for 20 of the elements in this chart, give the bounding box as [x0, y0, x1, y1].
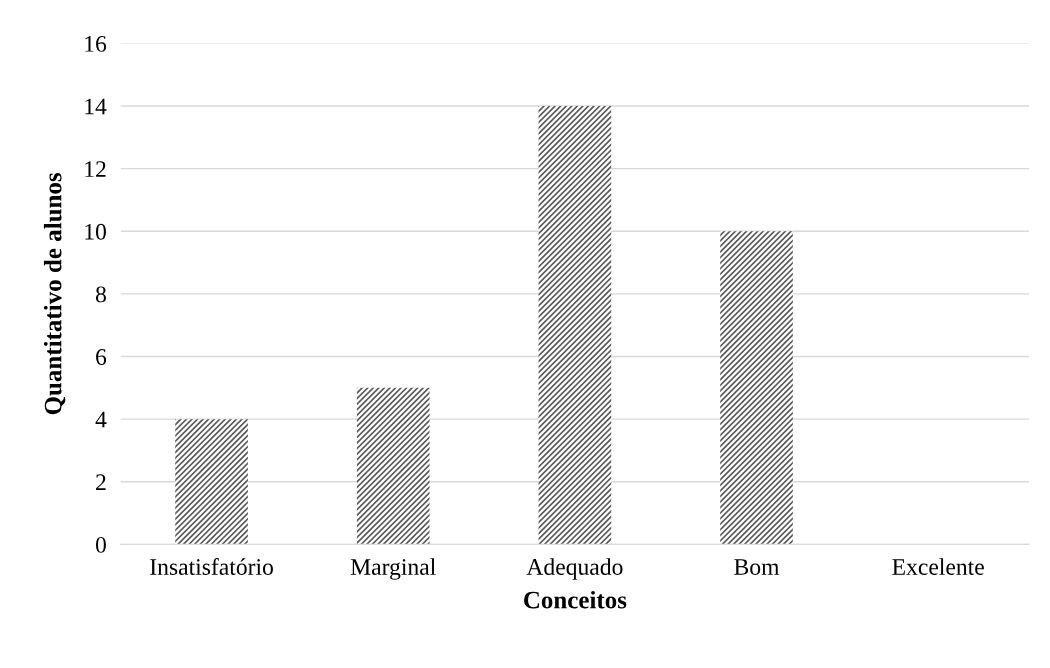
y-tick-label: 14 [85, 98, 107, 115]
x-tick-label: Bom [734, 559, 780, 575]
y-tick-label: 8 [95, 286, 106, 303]
y-tick-label: 6 [96, 349, 107, 365]
y-tick-label: 2 [96, 474, 106, 490]
y-axis-title: Quantitativo de alunos [43, 172, 66, 415]
x-tick-label: Excelente [892, 558, 984, 575]
y-tick-label: 12 [85, 161, 106, 177]
x-tick-label: Adequado [526, 558, 623, 580]
x-tick-label: Insatisfatório [150, 558, 273, 575]
bar [356, 387, 430, 545]
y-tick-label: 0 [95, 536, 106, 553]
y-tick-label: 4 [95, 411, 107, 428]
bar [720, 231, 793, 545]
y-tick-label: 10 [85, 223, 106, 240]
y-tick-label: 16 [85, 35, 107, 52]
x-tick-label: Marginal [350, 558, 436, 580]
x-axis-title: Conceitos [524, 590, 627, 609]
bar [175, 419, 248, 545]
bar [538, 106, 612, 545]
